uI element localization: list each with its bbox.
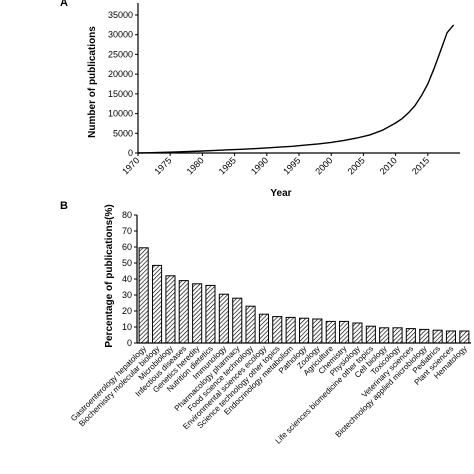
panel-a-x-tick-label: 1985: [217, 155, 238, 176]
panel-a-y-axis-title: Number of publications: [87, 26, 98, 138]
panel-a-y-tick-label: 0: [128, 148, 133, 158]
panel-a-x-tick-label: 1990: [249, 155, 270, 176]
panel-a-y-tick-label: 35000: [108, 10, 133, 20]
bar: [218, 293, 229, 344]
panel-a-y-tick-label: 5000: [113, 128, 133, 138]
panel-a-y-axis: 0 5000 10000 15000 20000 25000 30000 35000: [108, 3, 139, 158]
bar: [178, 280, 189, 344]
bar: [245, 305, 256, 344]
bar: [138, 247, 149, 344]
panel-b-letter: B: [60, 200, 68, 212]
publications-line: [137, 24, 455, 154]
bar: [192, 283, 203, 344]
panel-a-x-tick-label: 2015: [410, 155, 431, 176]
panel-b-y-tick-label: 20: [122, 306, 132, 316]
panel-a-y-tick-label: 30000: [108, 30, 133, 40]
panel-a-y-tick-label: 10000: [108, 109, 133, 119]
panel-b-y-tick-label: 80: [122, 210, 132, 220]
bar: [299, 317, 310, 344]
bar: [165, 275, 176, 344]
panel-b-y-tick-label: 10: [122, 322, 132, 332]
panel-a-x-tick-label: 2005: [346, 155, 367, 176]
bar: [432, 329, 443, 344]
bar: [365, 325, 376, 344]
bar: [205, 284, 216, 344]
panel-b-bars: [138, 247, 470, 344]
panel-b-y-tick-label: 0: [127, 338, 132, 348]
bar: [325, 320, 336, 344]
panel-a: A 0 5000 10000 15000 20000 25000 30000 35000 19…: [60, 0, 460, 199]
panel-a-x-axis-title: Year: [270, 188, 291, 199]
panel-a-x-tick-label: 2010: [378, 155, 399, 176]
bar: [258, 313, 269, 344]
bar: [459, 330, 470, 344]
bar: [312, 318, 323, 344]
panel-b-x-axis: Gastroenterology hepatologyBiochemistry …: [69, 342, 471, 446]
bar: [445, 330, 456, 344]
panel-b-y-axis: 0 10 20 30 40 50 60 70 80: [122, 210, 138, 348]
panel-a-y-tick-label: 15000: [108, 89, 133, 99]
panel-a-x-tick-label: 1980: [185, 155, 206, 176]
bar: [379, 327, 390, 344]
bar: [272, 316, 283, 344]
bar: [419, 328, 430, 344]
panel-a-y-tick-label: 20000: [108, 69, 133, 79]
panel-b-y-tick-label: 50: [122, 258, 132, 268]
bar: [232, 297, 243, 344]
bar: [405, 328, 416, 344]
bar: [352, 322, 363, 344]
panel-b-y-axis-title: Percentage of publications(%): [104, 204, 115, 347]
panel-a-x-axis: 1970 1975 1980 1985 1990 1995 2000 2005 2010 2015: [120, 152, 460, 177]
panel-a-x-tick-label: 2000: [313, 155, 334, 176]
panel-a-y-tick-label: 25000: [108, 49, 133, 59]
bar: [152, 264, 163, 344]
bar: [392, 327, 403, 344]
bar: [339, 320, 350, 344]
panel-b: B 0 10 20 30 40 50 60 70 80 Gastroenterology hep…: [60, 200, 471, 446]
panel-b-y-tick-label: 60: [122, 242, 132, 252]
bar: [285, 316, 296, 344]
panel-a-x-tick-label: 1995: [281, 155, 302, 176]
panel-a-letter: A: [60, 0, 68, 9]
panel-b-y-tick-label: 30: [122, 290, 132, 300]
panel-b-y-tick-label: 70: [122, 226, 132, 236]
panel-a-x-tick-label: 1975: [152, 155, 173, 176]
panel-a-x-tick-label: 1970: [120, 155, 141, 176]
panel-b-y-tick-label: 40: [122, 274, 132, 284]
category-label: Gastroenterology hepatology: [69, 344, 148, 423]
